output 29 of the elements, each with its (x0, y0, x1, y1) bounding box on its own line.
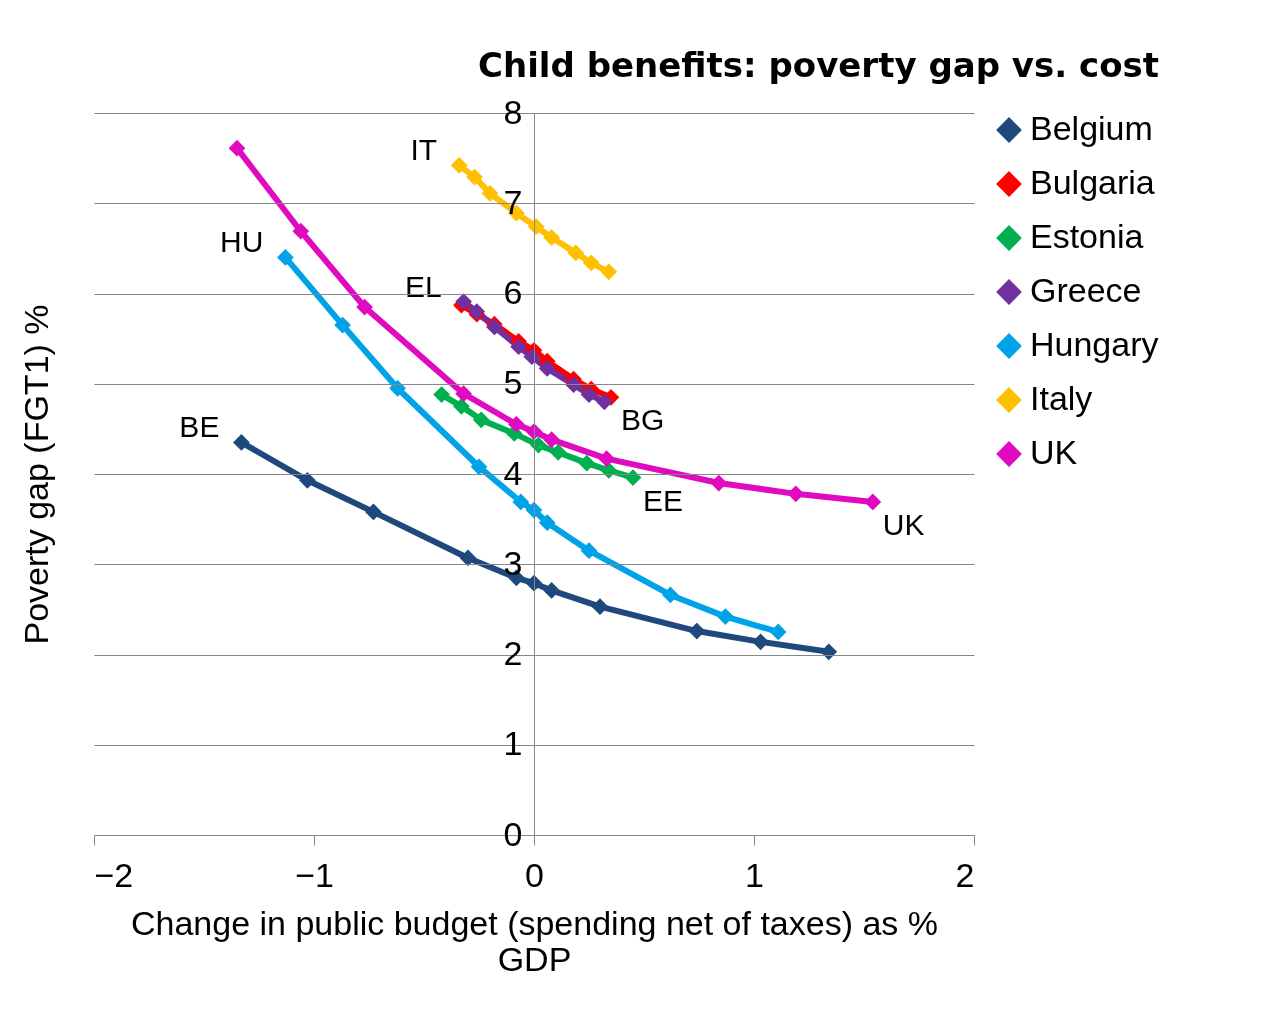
legend-label: Estonia (1030, 217, 1144, 255)
y-tick-label: 3 (503, 543, 523, 582)
y-tick-label: 1 (503, 724, 523, 763)
y-axis-title: Poverty gap (FGT1) % (16, 304, 55, 645)
x-axis-title: Change in public budget (spending net of taxes) as % GDP (130, 903, 939, 978)
y-tick-label: 4 (503, 453, 523, 492)
x-tick-label: −2 (94, 855, 134, 894)
legend-label: Belgium (1030, 109, 1153, 147)
legend-label: UK (1030, 433, 1078, 471)
legend-label: Italy (1030, 379, 1093, 417)
y-tick-label: 6 (503, 273, 523, 311)
annotation: BG (621, 403, 665, 437)
y-tick-label: 5 (503, 363, 523, 402)
chart-title: Child benefits: poverty gap vs. cost (478, 45, 1159, 85)
legend-label: Greece (1030, 271, 1142, 309)
annotation: EL (404, 269, 442, 303)
legend-label: Bulgaria (1030, 163, 1155, 201)
legend-label: Hungary (1030, 325, 1159, 363)
y-tick-label: 0 (503, 814, 523, 853)
annotation: UK (882, 507, 925, 541)
y-tick-label: 8 (503, 92, 523, 131)
x-tick-label: 1 (745, 855, 764, 894)
annotation: HU (220, 225, 264, 259)
x-tick-label: 2 (955, 855, 975, 894)
y-tick-label: 2 (503, 634, 523, 672)
annotation: EE (643, 483, 684, 517)
annotation: IT (410, 133, 438, 167)
annotation: BE (179, 410, 220, 444)
x-tick-label: −1 (295, 855, 334, 894)
